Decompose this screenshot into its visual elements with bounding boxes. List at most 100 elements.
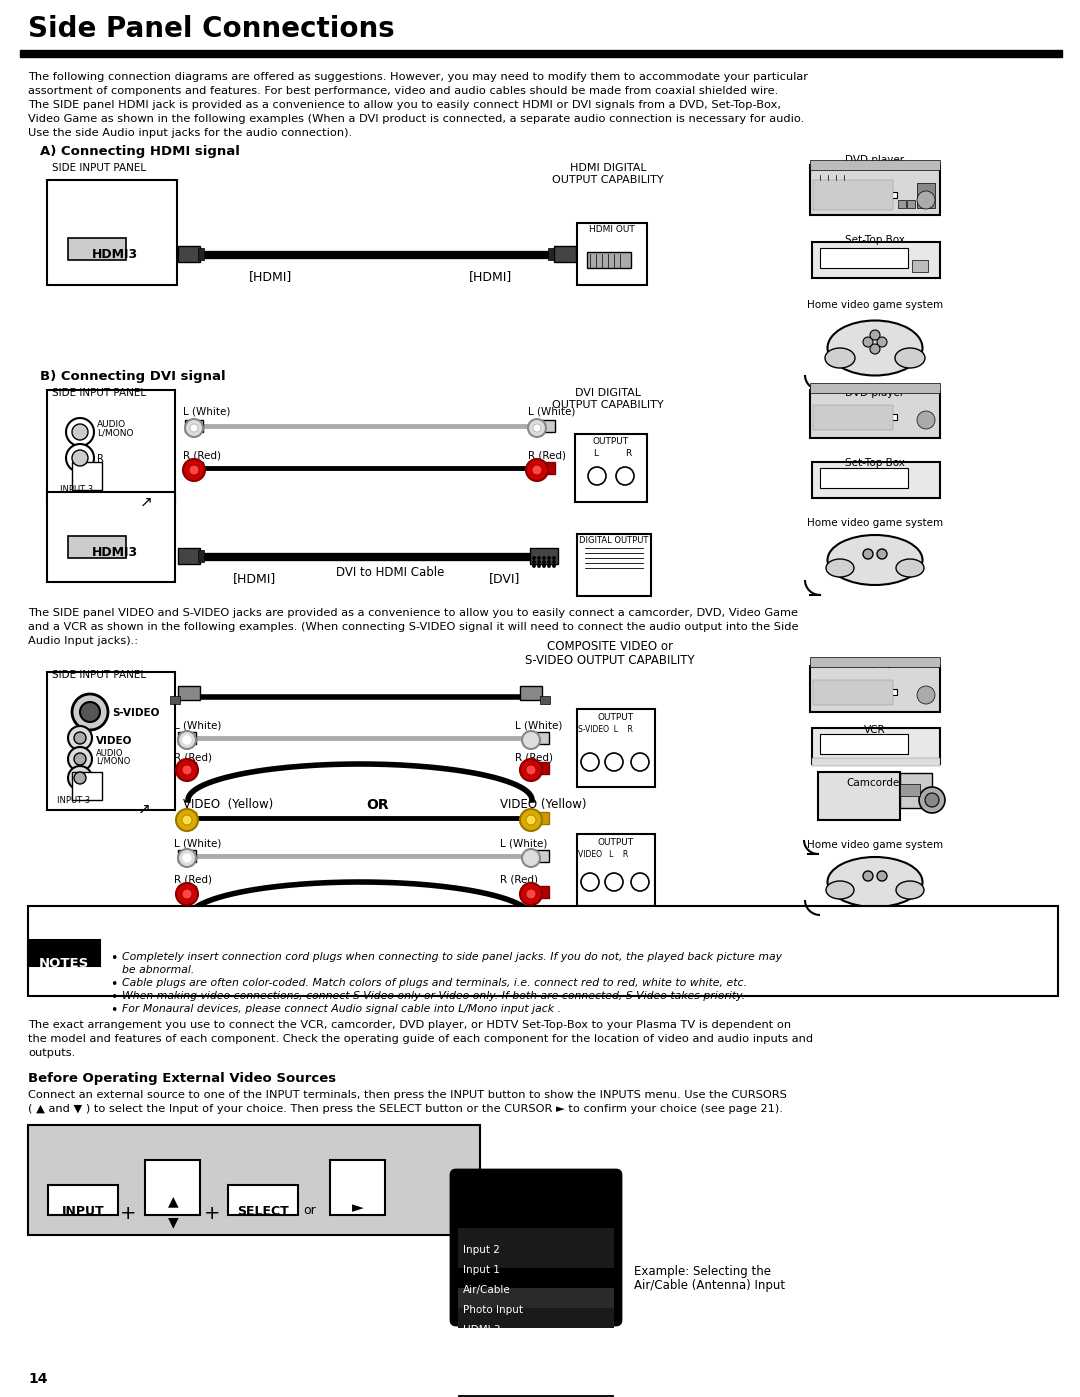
Text: Air/Cable: Air/Cable (463, 1285, 511, 1295)
Bar (810, 161, 940, 170)
Circle shape (522, 849, 540, 868)
Bar (810, 165, 940, 215)
Bar (900, 784, 920, 796)
Bar (820, 249, 908, 268)
Text: Set-Top Box: Set-Top Box (845, 235, 905, 244)
Circle shape (924, 793, 939, 807)
Text: outputs.: outputs. (28, 1048, 76, 1058)
Bar (185, 420, 203, 432)
Text: Example: Selecting the: Example: Selecting the (634, 1266, 771, 1278)
Circle shape (68, 766, 92, 789)
Bar (28, 940, 100, 965)
Circle shape (588, 467, 606, 485)
Bar (330, 1160, 384, 1215)
Text: HDMI3: HDMI3 (92, 249, 138, 261)
Bar (554, 246, 576, 263)
Circle shape (189, 465, 199, 475)
Text: VCR: VCR (864, 725, 886, 735)
Bar (21, 50, 1062, 57)
Circle shape (534, 425, 541, 432)
Bar (813, 180, 893, 210)
Bar (822, 191, 897, 198)
Text: ↗: ↗ (138, 802, 151, 817)
Bar (900, 773, 932, 807)
Bar (812, 462, 940, 497)
Text: AUDIO: AUDIO (97, 420, 126, 429)
Text: Before Operating External Video Sources: Before Operating External Video Sources (28, 1071, 336, 1085)
Text: assortment of components and features. For best performance, video and audio cab: assortment of components and features. F… (28, 87, 779, 96)
Text: ►: ► (352, 1200, 364, 1215)
Bar (178, 849, 195, 862)
Circle shape (532, 560, 536, 563)
Circle shape (183, 766, 192, 775)
Circle shape (66, 444, 94, 472)
Bar (588, 251, 631, 268)
Text: Connect an external source to one of the INPUT terminals, then press the INPUT b: Connect an external source to one of the… (28, 1090, 787, 1099)
Ellipse shape (827, 856, 922, 907)
Bar (178, 812, 195, 824)
Circle shape (605, 873, 623, 891)
Circle shape (553, 560, 555, 563)
Ellipse shape (827, 320, 922, 376)
Circle shape (919, 787, 945, 813)
Bar (519, 686, 542, 700)
Text: R (Red): R (Red) (174, 752, 212, 761)
Circle shape (80, 703, 100, 722)
Text: Home video game system: Home video game system (807, 518, 943, 528)
Circle shape (870, 344, 880, 353)
Text: Home video game system: Home video game system (807, 300, 943, 310)
Bar (822, 414, 897, 420)
Text: Set-Top Box: Set-Top Box (845, 458, 905, 468)
Circle shape (605, 753, 623, 771)
Ellipse shape (896, 882, 924, 900)
Circle shape (519, 883, 542, 905)
Circle shape (581, 873, 599, 891)
Text: DVD player: DVD player (846, 155, 905, 165)
Circle shape (183, 888, 192, 900)
Circle shape (178, 849, 195, 868)
Text: [DVI]: [DVI] (489, 571, 521, 585)
Text: OUTPUT: OUTPUT (598, 712, 634, 722)
Text: R: R (96, 775, 103, 787)
Text: [HDMI]: [HDMI] (233, 571, 276, 585)
Text: Input 2: Input 2 (463, 1245, 500, 1255)
Bar (178, 761, 195, 774)
Text: HDMI OUT: HDMI OUT (589, 225, 635, 235)
Text: The SIDE panel VIDEO and S-VIDEO jacks are provided as a convenience to allow yo: The SIDE panel VIDEO and S-VIDEO jacks a… (28, 608, 798, 617)
Text: R: R (97, 454, 104, 464)
Circle shape (543, 557, 545, 559)
Text: Audio Input jacks).:: Audio Input jacks).: (28, 636, 138, 645)
Bar (458, 1228, 615, 1248)
Bar (531, 761, 549, 774)
Circle shape (522, 731, 540, 749)
Bar (822, 689, 897, 694)
Bar (820, 733, 908, 754)
Text: DVI DIGITAL
OUTPUT CAPABILITY: DVI DIGITAL OUTPUT CAPABILITY (552, 388, 664, 409)
Bar (537, 462, 555, 474)
Circle shape (538, 564, 540, 567)
Text: [HDMI]: [HDMI] (248, 270, 292, 284)
Bar (178, 732, 195, 745)
Text: DVD player: DVD player (846, 388, 905, 398)
Text: Air/Cable (Antenna) Input: Air/Cable (Antenna) Input (634, 1280, 785, 1292)
Bar (28, 907, 1058, 996)
Text: +: + (120, 1204, 136, 1222)
Text: OUTPUT: OUTPUT (593, 437, 629, 446)
Circle shape (538, 557, 540, 559)
Text: Input 1: Input 1 (463, 1266, 500, 1275)
Text: HDMI DIGITAL
OUTPUT CAPABILITY: HDMI DIGITAL OUTPUT CAPABILITY (552, 163, 664, 184)
Bar (531, 849, 549, 862)
Text: HDMI3: HDMI3 (92, 546, 138, 559)
Circle shape (917, 411, 935, 429)
Text: or: or (303, 1204, 316, 1217)
Circle shape (863, 337, 873, 346)
Text: The following connection diagrams are offered as suggestions. However, you may n: The following connection diagrams are of… (28, 73, 808, 82)
Bar (813, 405, 893, 430)
Text: OUTPUT: OUTPUT (598, 838, 634, 847)
Circle shape (631, 753, 649, 771)
Bar (48, 390, 175, 502)
Bar (458, 1396, 615, 1397)
Text: •: • (110, 951, 118, 965)
Bar (170, 696, 180, 704)
Circle shape (68, 747, 92, 771)
